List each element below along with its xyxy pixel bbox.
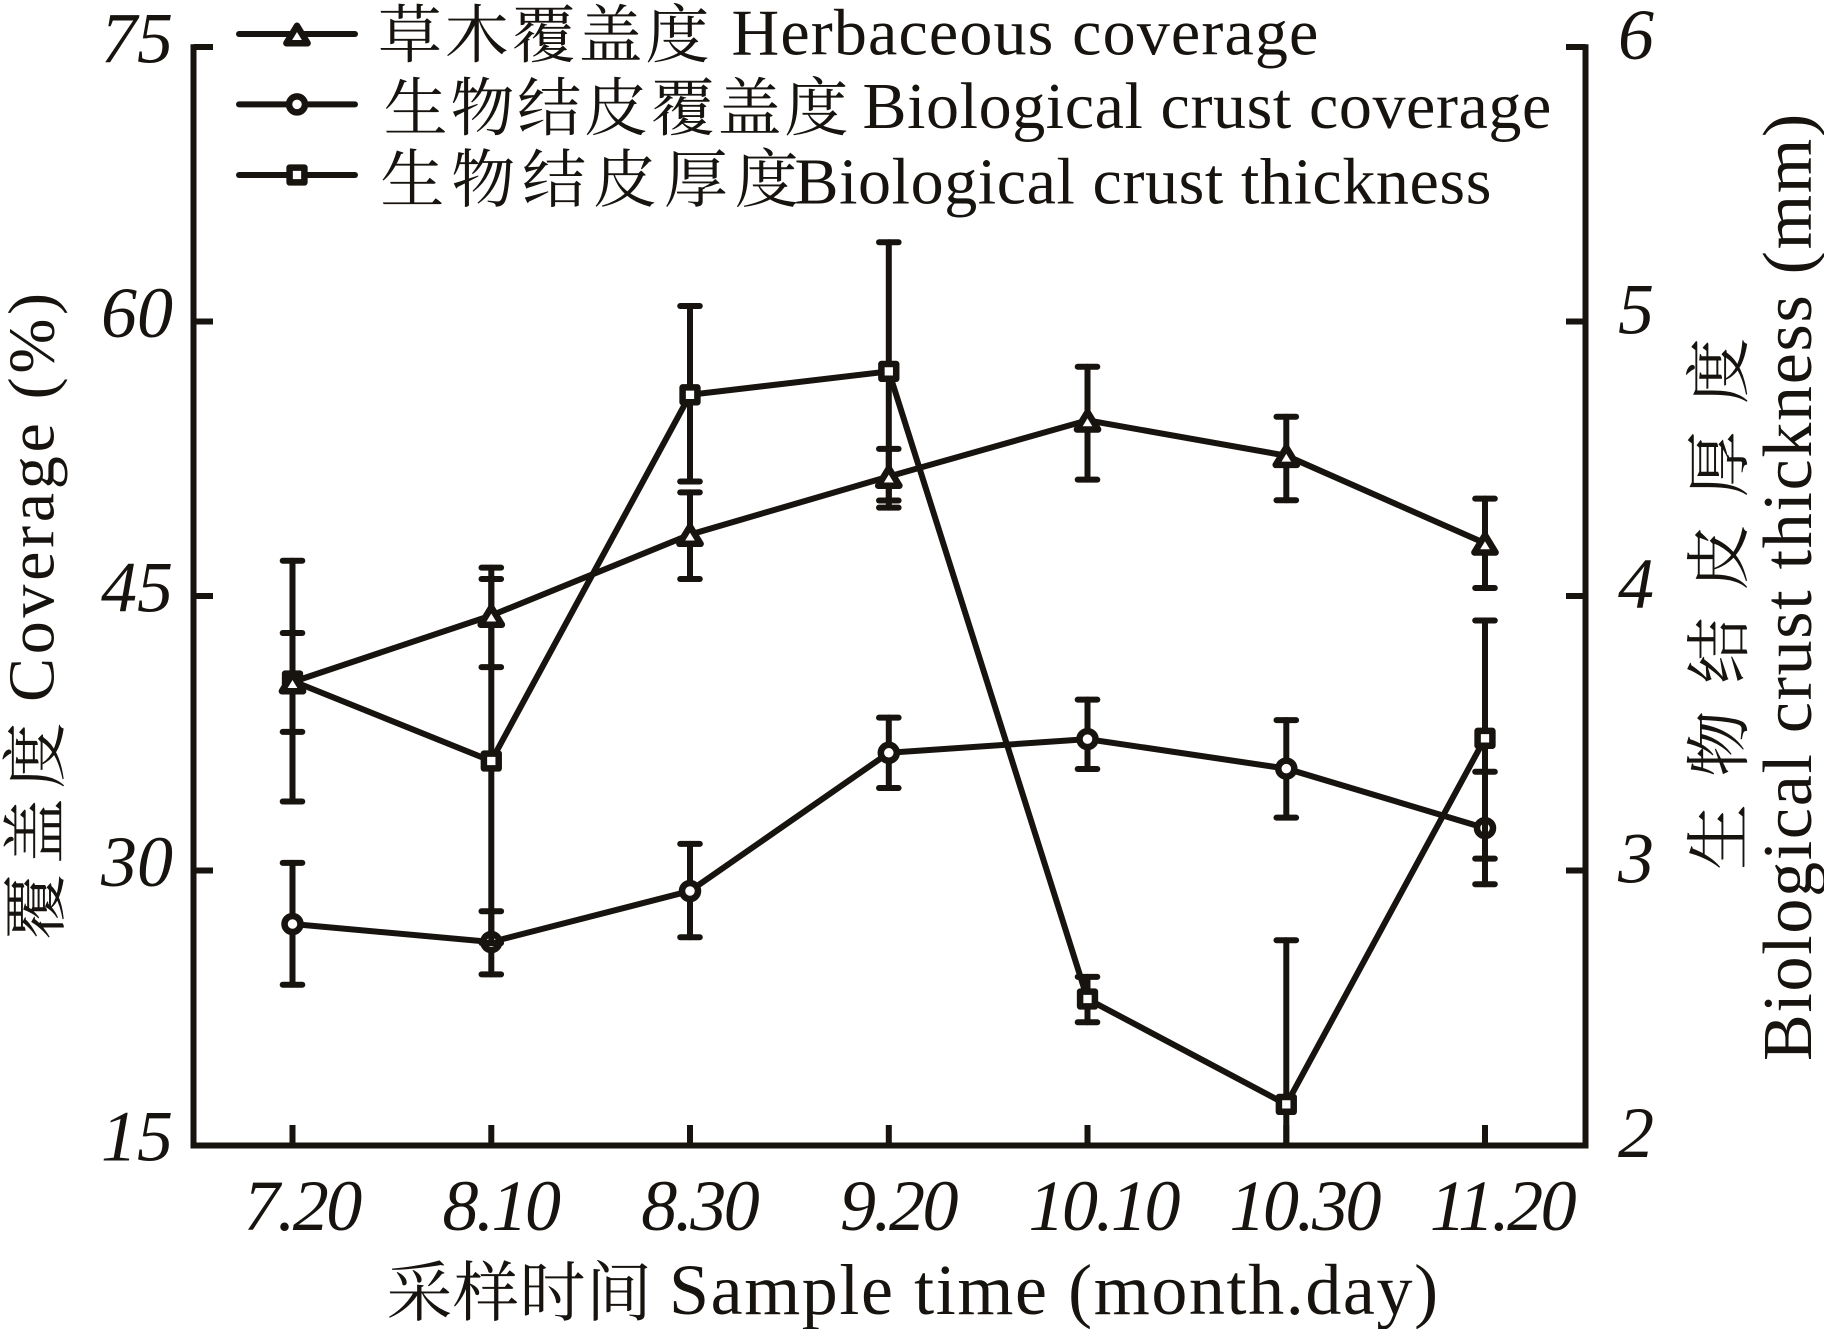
svg-text:Biological crust thickness: Biological crust thickness xyxy=(795,146,1492,219)
svg-text:Biological crust thickness (mm: Biological crust thickness (mm) xyxy=(1750,112,1824,1061)
svg-text:10.10: 10.10 xyxy=(1028,1166,1180,1246)
svg-text:11.20: 11.20 xyxy=(1430,1166,1577,1246)
svg-text:10.30: 10.30 xyxy=(1230,1166,1382,1246)
svg-text:Biological crust coverage: Biological crust coverage xyxy=(863,70,1552,143)
svg-text:5: 5 xyxy=(1618,270,1654,350)
svg-text:6: 6 xyxy=(1618,0,1654,75)
svg-text:75: 75 xyxy=(101,0,173,79)
svg-text:Herbaceous coverage: Herbaceous coverage xyxy=(732,0,1320,70)
svg-text:60: 60 xyxy=(101,273,173,353)
svg-text:Sample time (month.day): Sample time (month.day) xyxy=(669,1250,1440,1329)
svg-text:15: 15 xyxy=(101,1097,173,1177)
svg-text:3: 3 xyxy=(1617,819,1654,899)
svg-text:30: 30 xyxy=(100,822,173,902)
svg-text:8.30: 8.30 xyxy=(641,1166,760,1246)
svg-text:45: 45 xyxy=(101,548,173,628)
svg-text:4: 4 xyxy=(1618,544,1654,624)
svg-text:2: 2 xyxy=(1618,1093,1654,1173)
svg-text:7.20: 7.20 xyxy=(244,1166,363,1246)
svg-text:8.10: 8.10 xyxy=(443,1166,562,1246)
svg-text:9.20: 9.20 xyxy=(840,1166,959,1246)
svg-text:Coverage (%): Coverage (%) xyxy=(0,289,69,702)
